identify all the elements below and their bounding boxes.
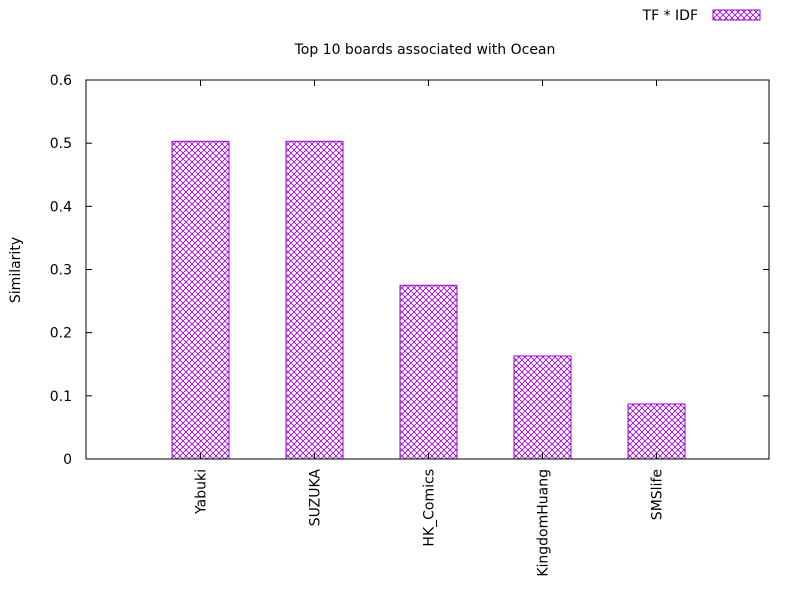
legend: TF * IDF [642, 8, 761, 24]
y-tick-label: 0.5 [50, 136, 72, 152]
x-tick-label: SMSlife [650, 469, 666, 520]
x-tick-label: KingdomHuang [536, 469, 552, 577]
y-tick-label: 0.4 [50, 199, 72, 215]
x-tick-label: Yabuki [194, 469, 210, 515]
y-tick-label: 0 [63, 452, 72, 468]
y-tick-label: 0.6 [50, 73, 72, 89]
legend-label: TF * IDF [642, 8, 698, 24]
x-ticks-group: Yabuki SUZUKA HK_Comics KingdomHuang SMSlife [194, 80, 666, 577]
bar-hk-comics [399, 284, 458, 460]
bars-group [171, 140, 686, 460]
x-tick-label: SUZUKA [308, 469, 324, 527]
bar-kingdomhuang [513, 355, 572, 460]
y-ticks-group: 0 0.1 0.2 0.3 0.4 0.5 0.6 [50, 73, 769, 468]
y-tick-label: 0.3 [50, 263, 72, 279]
plot-frame [85, 79, 770, 460]
legend-swatch [712, 9, 761, 21]
y-tick-label: 0.2 [50, 326, 72, 342]
y-axis-label: Similarity [8, 237, 24, 303]
bar-suzuka [285, 140, 344, 460]
x-tick-label: HK_Comics [422, 469, 438, 547]
chart-title: Top 10 boards associated with Ocean [294, 42, 556, 58]
y-tick-label: 0.1 [50, 389, 72, 405]
bar-smslife [627, 403, 686, 460]
bar-yabuki [171, 140, 230, 460]
